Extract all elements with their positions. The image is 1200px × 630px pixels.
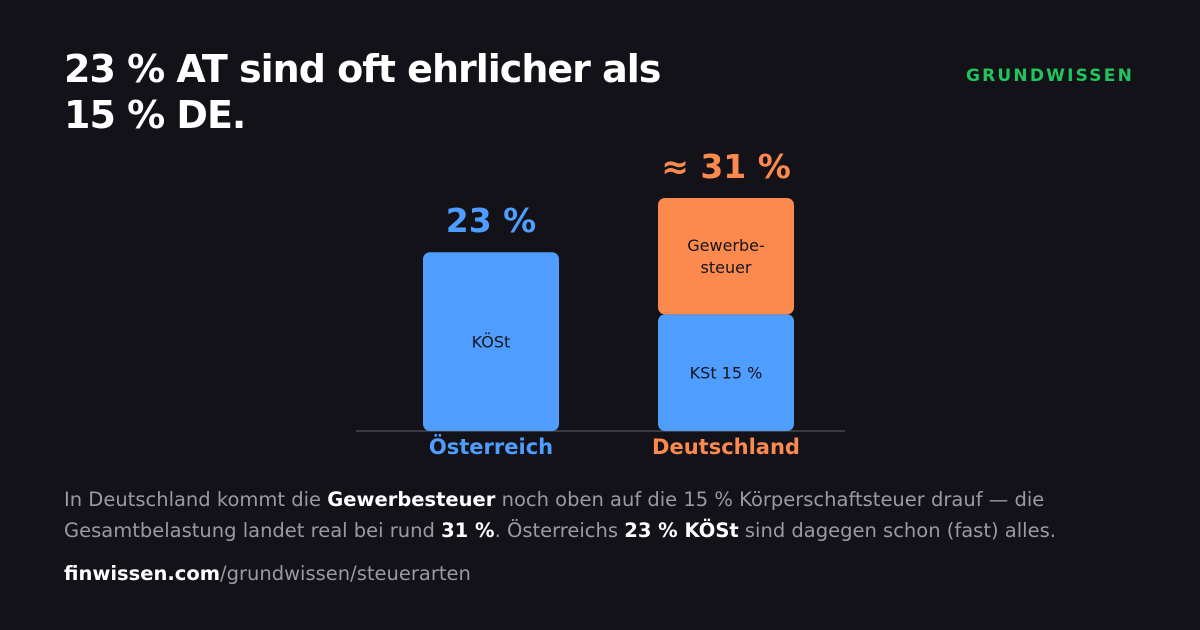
headline: 23 % AT sind oft ehrlicher als 15 % DE.: [64, 46, 704, 138]
total-label-deutschland: ≈ 31 %: [661, 147, 791, 186]
source-link-path: /grundwissen/steuerarten: [220, 562, 471, 585]
caption-emphasis-total-de: 31 %: [441, 519, 495, 542]
segment-label-gewerbe-steuer: Gewerbe-steuer: [687, 236, 765, 277]
headline-line-2: 15 % DE.: [64, 93, 246, 137]
segment-label-kst-15: KSt 15 %: [690, 364, 763, 383]
caption-text-4: sind dagegen schon (fast) alles.: [738, 519, 1056, 542]
caption-text-2: noch oben auf die 15 % Körperschaftsteue…: [64, 488, 1045, 542]
source-link-domain: finwissen.com: [64, 562, 221, 585]
caption: In Deutschland kommt die Gewerbesteuer n…: [64, 484, 1144, 546]
source-link[interactable]: finwissen.com/grundwissen/steuerarten: [64, 562, 471, 585]
headline-line-1: 23 % AT sind oft ehrlicher als: [64, 47, 661, 91]
caption-emphasis-koest-at: 23 % KÖSt: [624, 519, 739, 542]
bar-deutschland-gewerbe-steuer: [658, 198, 794, 315]
bar-oesterreich-koest: [423, 252, 559, 431]
caption-text-3: . Österreichs: [494, 519, 625, 542]
caption-text-1: In Deutschland kommt die: [64, 488, 328, 511]
total-label-oesterreich: 23 %: [446, 201, 536, 240]
category-label-oesterreich: Österreich: [429, 434, 553, 459]
category-label-deutschland: Deutschland: [652, 435, 800, 459]
segment-label-koest: KÖSt: [472, 333, 511, 352]
bar-deutschland-kst-15: [658, 314, 794, 431]
caption-emphasis-gewerbesteuer: Gewerbesteuer: [327, 488, 496, 511]
brand-label: GRUNDWISSEN: [965, 66, 1134, 86]
